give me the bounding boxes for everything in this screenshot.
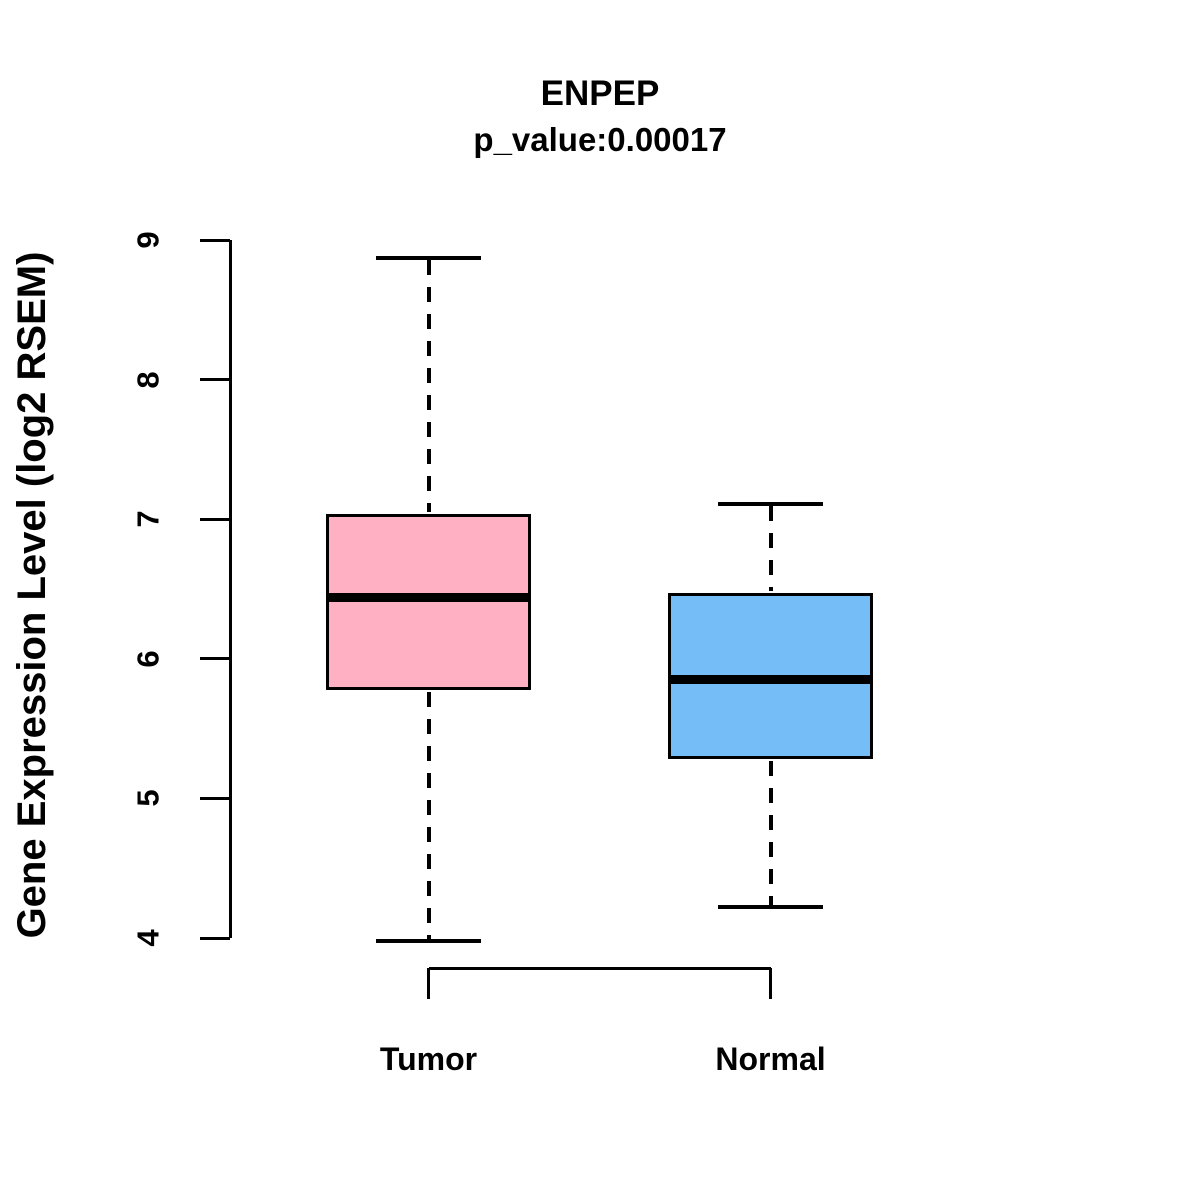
whisker-line-lower-normal [768,761,773,906]
chart-subtitle: p_value:0.00017 [473,121,727,158]
y-tick-label: 9 [130,231,166,249]
whisker-cap-top-normal [718,501,823,506]
y-axis-tick [200,796,230,800]
x-axis-line [428,966,771,970]
y-tick-label: 5 [130,789,166,808]
x-group-label-normal: Normal [715,1041,826,1077]
median-line-normal [668,675,873,685]
y-tick-label: 7 [130,510,166,528]
y-axis-tick [200,517,230,521]
whisker-line-upper-tumor [426,260,431,512]
y-axis-label: Gene Expression Level (log2 RSEM) [10,251,54,939]
whisker-line-lower-tumor [426,691,431,939]
x-group-label-tumor: Tumor [379,1041,478,1077]
whisker-cap-top-tumor [376,256,481,261]
whisker-cap-bottom-normal [718,905,823,910]
x-axis-tick-left [427,968,430,999]
y-tick-label: 8 [130,370,166,389]
x-axis-tick-right [769,968,772,999]
y-axis-tick [200,936,230,940]
whisker-line-upper-normal [768,505,773,592]
chart-title: ENPEP [540,74,660,113]
whisker-cap-bottom-tumor [376,938,481,943]
median-line-tumor [326,592,531,602]
y-axis-tick [200,238,230,242]
y-tick-label: 4 [130,929,166,947]
y-tick-label: 6 [130,650,166,668]
y-axis-line [228,240,232,938]
y-axis-tick [200,657,230,661]
y-axis-tick [200,378,230,382]
